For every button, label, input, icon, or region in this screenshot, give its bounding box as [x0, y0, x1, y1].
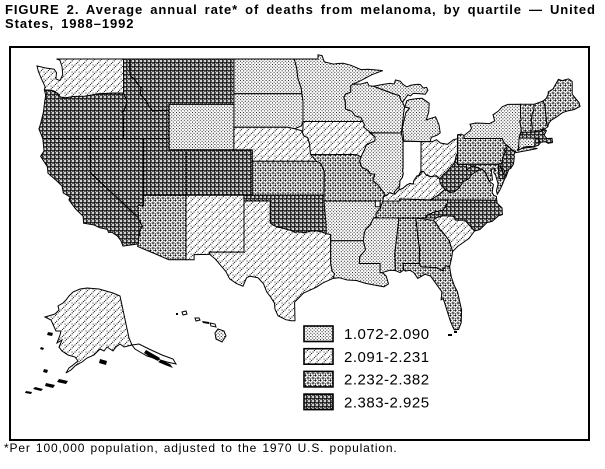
- svg-text:1.072-2.090: 1.072-2.090: [344, 326, 430, 343]
- svg-text:2.232-2.382: 2.232-2.382: [344, 372, 430, 389]
- svg-text:2.091-2.231: 2.091-2.231: [344, 349, 430, 366]
- svg-text:2.383-2.925: 2.383-2.925: [344, 394, 430, 411]
